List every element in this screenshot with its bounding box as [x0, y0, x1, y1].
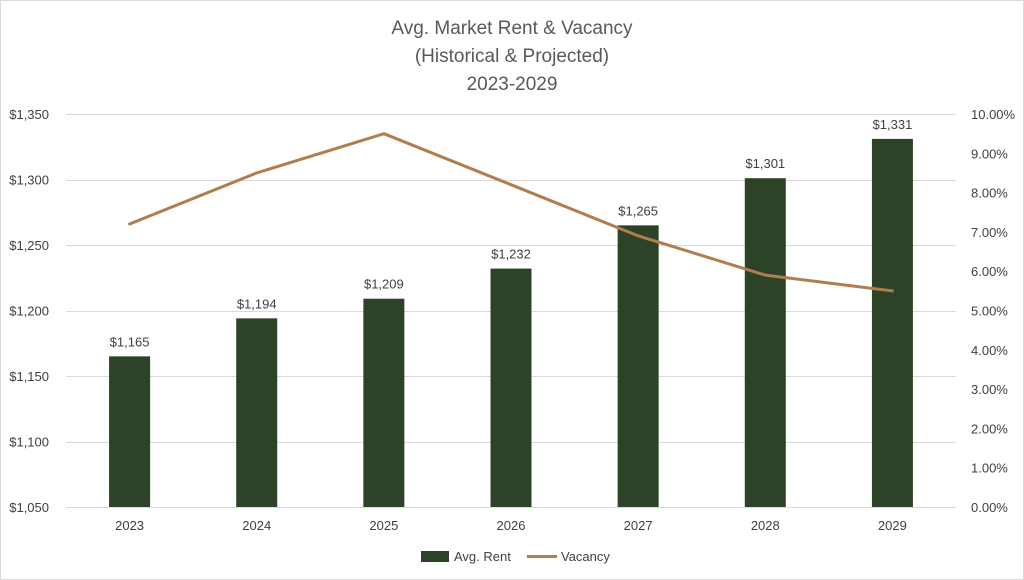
right-axis-tick-label: 4.00% [971, 343, 1008, 358]
right-axis-tick-label: 5.00% [971, 304, 1008, 319]
left-axis-tick-label: $1,200 [9, 304, 49, 319]
right-axis-tick-label: 0.00% [971, 500, 1008, 515]
data-label-2026: $1,232 [491, 247, 531, 262]
x-axis-tick-label: 2025 [369, 518, 398, 533]
legend-label-avg-rent: Avg. Rent [454, 549, 511, 564]
left-axis: $1,050 $1,100 $1,150 $1,200 $1,250 $1,300 $1,3… [9, 107, 49, 515]
right-axis: 0.00% 1.00% 2.00% 3.00% 4.00% 5.00% 6.00% 7.00%… [971, 107, 1016, 515]
right-axis-tick-label: 9.00% [971, 146, 1008, 161]
bar-2025 [363, 298, 405, 507]
legend: Avg. Rent Vacancy [421, 549, 610, 564]
left-axis-tick-label: $1,100 [9, 435, 49, 450]
chart-title-line-2: (Historical & Projected) [415, 46, 609, 67]
right-axis-tick-label: 7.00% [971, 225, 1008, 240]
bar-2029 [871, 138, 913, 507]
chart-title-line-1: Avg. Market Rent & Vacancy [391, 18, 633, 39]
rent-data-labels: $1,165 $1,194 $1,209 $1,232 $1,265 $1,301 $1,3… [110, 117, 913, 349]
x-axis-tick-label: 2024 [242, 518, 271, 533]
right-axis-tick-label: 6.00% [971, 264, 1008, 279]
right-axis-tick-label: 10.00% [971, 107, 1016, 122]
data-label-2029: $1,331 [873, 117, 913, 132]
right-axis-tick-label: 1.00% [971, 461, 1008, 476]
bar-2028 [744, 178, 786, 507]
bar-2023 [109, 356, 151, 507]
left-axis-tick-label: $1,300 [9, 173, 49, 188]
right-axis-tick-label: 2.00% [971, 421, 1008, 436]
data-label-2024: $1,194 [237, 296, 277, 311]
chart-title: Avg. Market Rent & Vacancy (Historical &… [391, 18, 633, 95]
left-axis-tick-label: $1,250 [9, 238, 49, 253]
chart-title-line-3: 2023-2029 [467, 74, 558, 95]
left-axis-tick-label: $1,350 [9, 107, 49, 122]
vacancy-line [128, 132, 894, 293]
legend-swatch-avg-rent [421, 551, 449, 562]
data-label-2023: $1,165 [110, 334, 150, 349]
x-axis-tick-label: 2026 [497, 518, 526, 533]
x-axis-tick-label: 2029 [878, 518, 907, 533]
x-axis-tick-label: 2023 [115, 518, 144, 533]
bar-2027 [617, 225, 659, 507]
bar-2026 [490, 268, 532, 507]
right-axis-tick-label: 8.00% [971, 186, 1008, 201]
right-axis-tick-label: 3.00% [971, 382, 1008, 397]
x-axis: 2023 2024 2025 2026 2027 2028 2029 [115, 518, 907, 533]
x-axis-tick-label: 2027 [624, 518, 653, 533]
left-axis-tick-label: $1,150 [9, 369, 49, 384]
legend-label-vacancy: Vacancy [561, 549, 610, 564]
data-label-2028: $1,301 [745, 156, 785, 171]
rent-bars [109, 138, 913, 507]
data-label-2027: $1,265 [618, 203, 658, 218]
bar-2024 [236, 318, 278, 507]
left-axis-tick-label: $1,050 [9, 500, 49, 515]
x-axis-tick-label: 2028 [751, 518, 780, 533]
vacancy-line-group [128, 132, 894, 293]
data-label-2025: $1,209 [364, 277, 404, 292]
